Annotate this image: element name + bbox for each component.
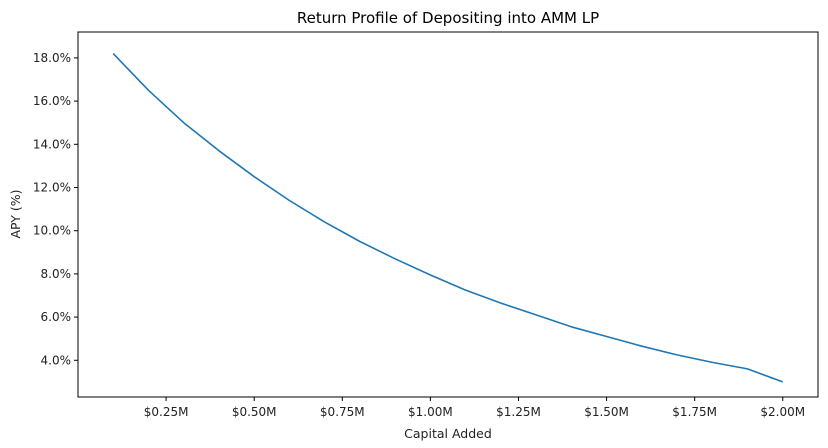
x-tick-label: $1.50M <box>584 405 629 419</box>
x-tick-label: $1.00M <box>408 405 453 419</box>
y-tick-label: 12.0% <box>33 181 71 195</box>
x-tick-label: $0.75M <box>320 405 365 419</box>
y-tick-label: 16.0% <box>33 94 71 108</box>
y-tick-label: 18.0% <box>33 51 71 65</box>
y-tick-label: 4.0% <box>41 353 72 367</box>
plot-area <box>77 31 819 398</box>
y-tick-label: 8.0% <box>41 267 72 281</box>
chart-title: Return Profile of Depositing into AMM LP <box>297 9 599 27</box>
x-axis-label: Capital Added <box>404 426 492 441</box>
y-axis-ticks: 4.0% 6.0% 8.0% 10.0% 12.0% 14.0% 16.0% 18.0% <box>33 51 78 367</box>
series-layer <box>112 53 784 383</box>
apy-series-line <box>112 53 784 383</box>
y-tick-label: 10.0% <box>33 224 71 238</box>
y-tick-label: 6.0% <box>41 310 72 324</box>
plot-frame <box>77 31 819 398</box>
x-tick-label: $0.25M <box>144 405 189 419</box>
x-tick-label: $1.25M <box>496 405 541 419</box>
x-tick-label: $0.50M <box>232 405 277 419</box>
x-axis-ticks: $0.25M $0.50M $0.75M $1.00M $1.25M $1.50M $1.7… <box>144 397 805 419</box>
y-tick-label: 14.0% <box>33 137 71 151</box>
x-tick-label: $2.00M <box>760 405 805 419</box>
y-axis-label: APY (%) <box>8 189 23 238</box>
x-tick-label: $1.75M <box>672 405 717 419</box>
